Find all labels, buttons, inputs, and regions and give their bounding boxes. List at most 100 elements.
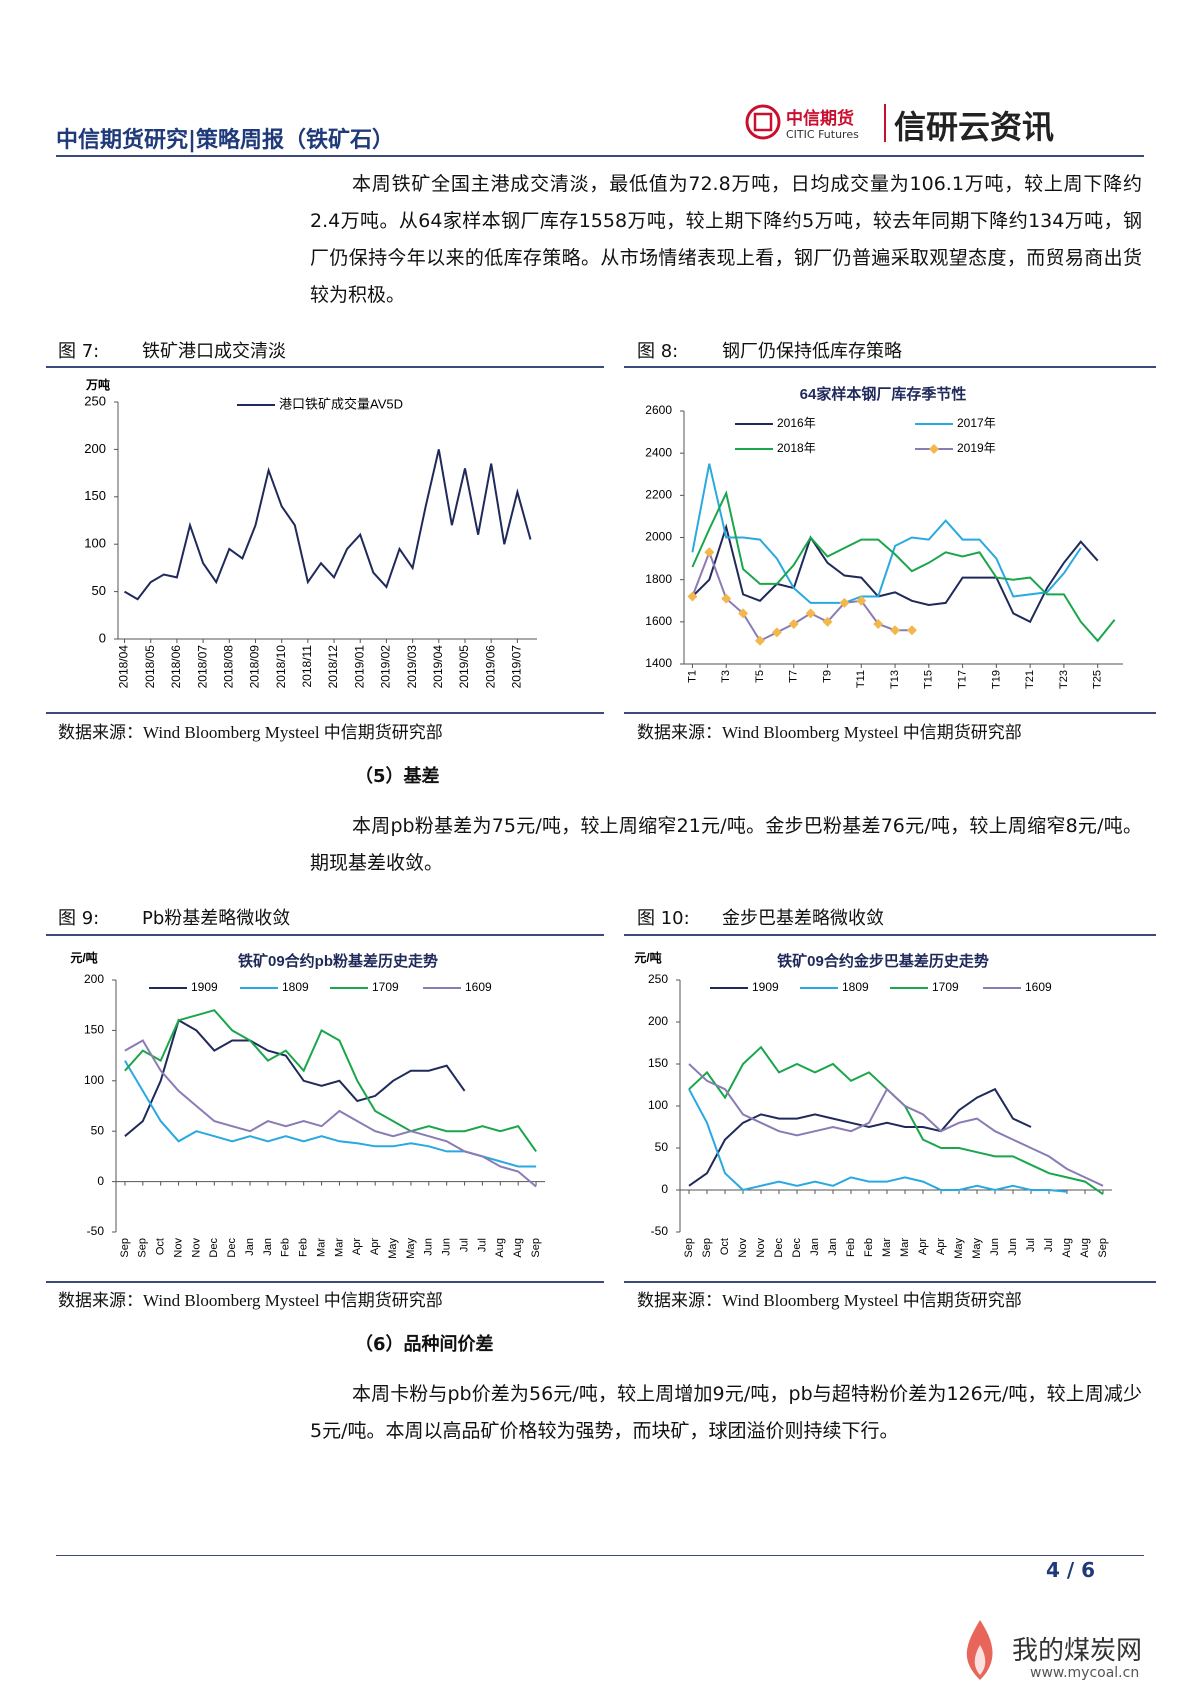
x-tick-label: Jan bbox=[827, 1238, 839, 1256]
y-tick-label: -50 bbox=[651, 1224, 669, 1238]
x-tick-label: T23 bbox=[1058, 670, 1070, 689]
figure-source: 数据来源：Wind Bloomberg Mysteel 中信期货研究部 bbox=[58, 1291, 443, 1310]
x-tick-label: 2018/07 bbox=[195, 645, 209, 689]
x-tick-label: Jun bbox=[1007, 1238, 1019, 1256]
x-tick-label: Apr bbox=[935, 1238, 947, 1255]
y-tick-label: 2000 bbox=[645, 530, 672, 544]
paragraph: 本周卡粉与pb价差为56元/吨，较上周增加9元/吨，pb与超特粉价差为126元/… bbox=[310, 1383, 1142, 1442]
x-tick-label: T19 bbox=[990, 670, 1002, 689]
x-tick-label: T3 bbox=[720, 670, 732, 683]
x-tick-label: Nov bbox=[755, 1238, 767, 1258]
x-tick-label: May bbox=[405, 1238, 417, 1259]
x-tick-label: Mar bbox=[315, 1238, 327, 1257]
x-tick-label: Nov bbox=[190, 1238, 202, 1258]
y-unit: 元/吨 bbox=[634, 950, 661, 965]
series-marker bbox=[704, 547, 715, 558]
x-tick-label: Jul bbox=[1025, 1238, 1037, 1252]
figure-caption: Pb粉基差略微收敛 bbox=[142, 908, 291, 929]
x-tick-label: T1 bbox=[686, 670, 698, 683]
x-tick-label: 2019/05 bbox=[457, 645, 471, 689]
paragraph: 本周铁矿全国主港成交清淡，最低值为72.8万吨，日均成交量为106.1万吨，较上… bbox=[310, 173, 1142, 306]
chart-title: 铁矿09合约金步巴基差历史走势 bbox=[777, 952, 989, 970]
x-tick-label: 2019/06 bbox=[483, 645, 497, 689]
x-tick-label: Aug bbox=[1079, 1238, 1091, 1258]
x-tick-label: Aug bbox=[494, 1238, 506, 1258]
x-tick-label: Apr bbox=[917, 1238, 929, 1255]
x-tick-label: Dec bbox=[226, 1238, 238, 1258]
logo-divider bbox=[884, 104, 886, 142]
figure-label: 图 10: bbox=[637, 908, 690, 929]
x-tick-label: Apr bbox=[351, 1238, 363, 1255]
y-tick-label: 2400 bbox=[645, 445, 672, 459]
y-tick-label: 100 bbox=[84, 1073, 104, 1087]
figure-source: 数据来源：Wind Bloomberg Mysteel 中信期货研究部 bbox=[637, 723, 1022, 742]
series-line bbox=[124, 1039, 537, 1188]
figure-caption: 铁矿港口成交清淡 bbox=[142, 341, 286, 362]
watermark-url: www.mycoal.cn bbox=[1030, 1665, 1140, 1681]
watermark-icon bbox=[966, 1620, 993, 1680]
x-tick-label: Jan bbox=[244, 1238, 256, 1256]
legend-label: 1609 bbox=[1025, 980, 1052, 994]
logo-icon bbox=[745, 104, 781, 140]
logo-en: CITIC Futures bbox=[786, 128, 859, 141]
x-tick-label: T25 bbox=[1092, 670, 1104, 689]
x-tick-label: T7 bbox=[788, 670, 800, 683]
series-marker bbox=[805, 608, 816, 619]
series-line bbox=[691, 523, 1099, 624]
figure-label: 图 9: bbox=[58, 908, 100, 929]
series-line bbox=[124, 1009, 537, 1152]
y-tick-label: 150 bbox=[648, 1056, 668, 1070]
y-tick-label: 0 bbox=[97, 1174, 104, 1188]
x-tick-label: 2019/02 bbox=[379, 645, 393, 689]
footer-rule bbox=[56, 1555, 1144, 1556]
y-tick-label: -50 bbox=[87, 1224, 105, 1238]
figure-rule bbox=[46, 712, 604, 714]
series-marker bbox=[873, 618, 884, 629]
y-tick-label: 2200 bbox=[645, 488, 672, 502]
x-tick-label: T9 bbox=[821, 670, 833, 683]
x-tick-label: Feb bbox=[863, 1238, 875, 1257]
x-tick-label: T5 bbox=[754, 670, 766, 683]
x-tick-label: Mar bbox=[881, 1238, 893, 1257]
y-tick-label: 2600 bbox=[645, 403, 672, 417]
x-tick-label: T15 bbox=[923, 670, 935, 689]
figure-caption: 金步巴基差略微收敛 bbox=[722, 908, 884, 929]
y-unit: 元/吨 bbox=[70, 950, 97, 965]
x-tick-label: Feb bbox=[280, 1238, 292, 1257]
y-tick-label: 0 bbox=[661, 1182, 668, 1196]
legend-label: 1809 bbox=[842, 980, 869, 994]
y-tick-label: 50 bbox=[655, 1140, 669, 1154]
figure-rule bbox=[624, 712, 1156, 714]
x-tick-label: Aug bbox=[1061, 1238, 1073, 1258]
x-tick-label: Mar bbox=[333, 1238, 345, 1257]
x-tick-label: Dec bbox=[773, 1238, 785, 1258]
x-tick-label: Oct bbox=[719, 1238, 731, 1255]
section-title: （5）基差 bbox=[355, 766, 440, 787]
x-tick-label: Jun bbox=[423, 1238, 435, 1256]
x-tick-label: T17 bbox=[957, 670, 969, 689]
x-tick-label: 2018/10 bbox=[274, 645, 288, 689]
header-title: 中信期货研究|策略周报（铁矿石） bbox=[56, 128, 395, 153]
series-line bbox=[691, 549, 912, 643]
x-tick-label: Jul bbox=[1043, 1238, 1055, 1252]
x-tick-label: T11 bbox=[855, 670, 867, 688]
x-tick-label: Jun bbox=[441, 1238, 453, 1256]
x-tick-label: Feb bbox=[298, 1238, 310, 1257]
figure-rule bbox=[624, 366, 1156, 368]
series-line bbox=[688, 1045, 1104, 1196]
legend-marker bbox=[929, 444, 939, 454]
legend-label: 1609 bbox=[465, 980, 492, 994]
x-tick-label: Sep bbox=[119, 1238, 131, 1258]
legend-label: 2018年 bbox=[777, 441, 816, 455]
legend-label: 1909 bbox=[752, 980, 779, 994]
x-tick-label: Sep bbox=[137, 1238, 149, 1258]
figure-caption: 钢厂仍保持低库存策略 bbox=[722, 341, 902, 362]
y-tick-label: 100 bbox=[84, 536, 106, 551]
logo-cn: 中信期货 bbox=[786, 109, 854, 129]
x-tick-label: 2018/12 bbox=[326, 645, 340, 689]
series-line bbox=[123, 449, 532, 601]
legend-label: 1809 bbox=[282, 980, 309, 994]
figure-rule bbox=[624, 1281, 1156, 1283]
x-tick-label: Sep bbox=[530, 1238, 542, 1258]
series-marker bbox=[822, 616, 833, 627]
